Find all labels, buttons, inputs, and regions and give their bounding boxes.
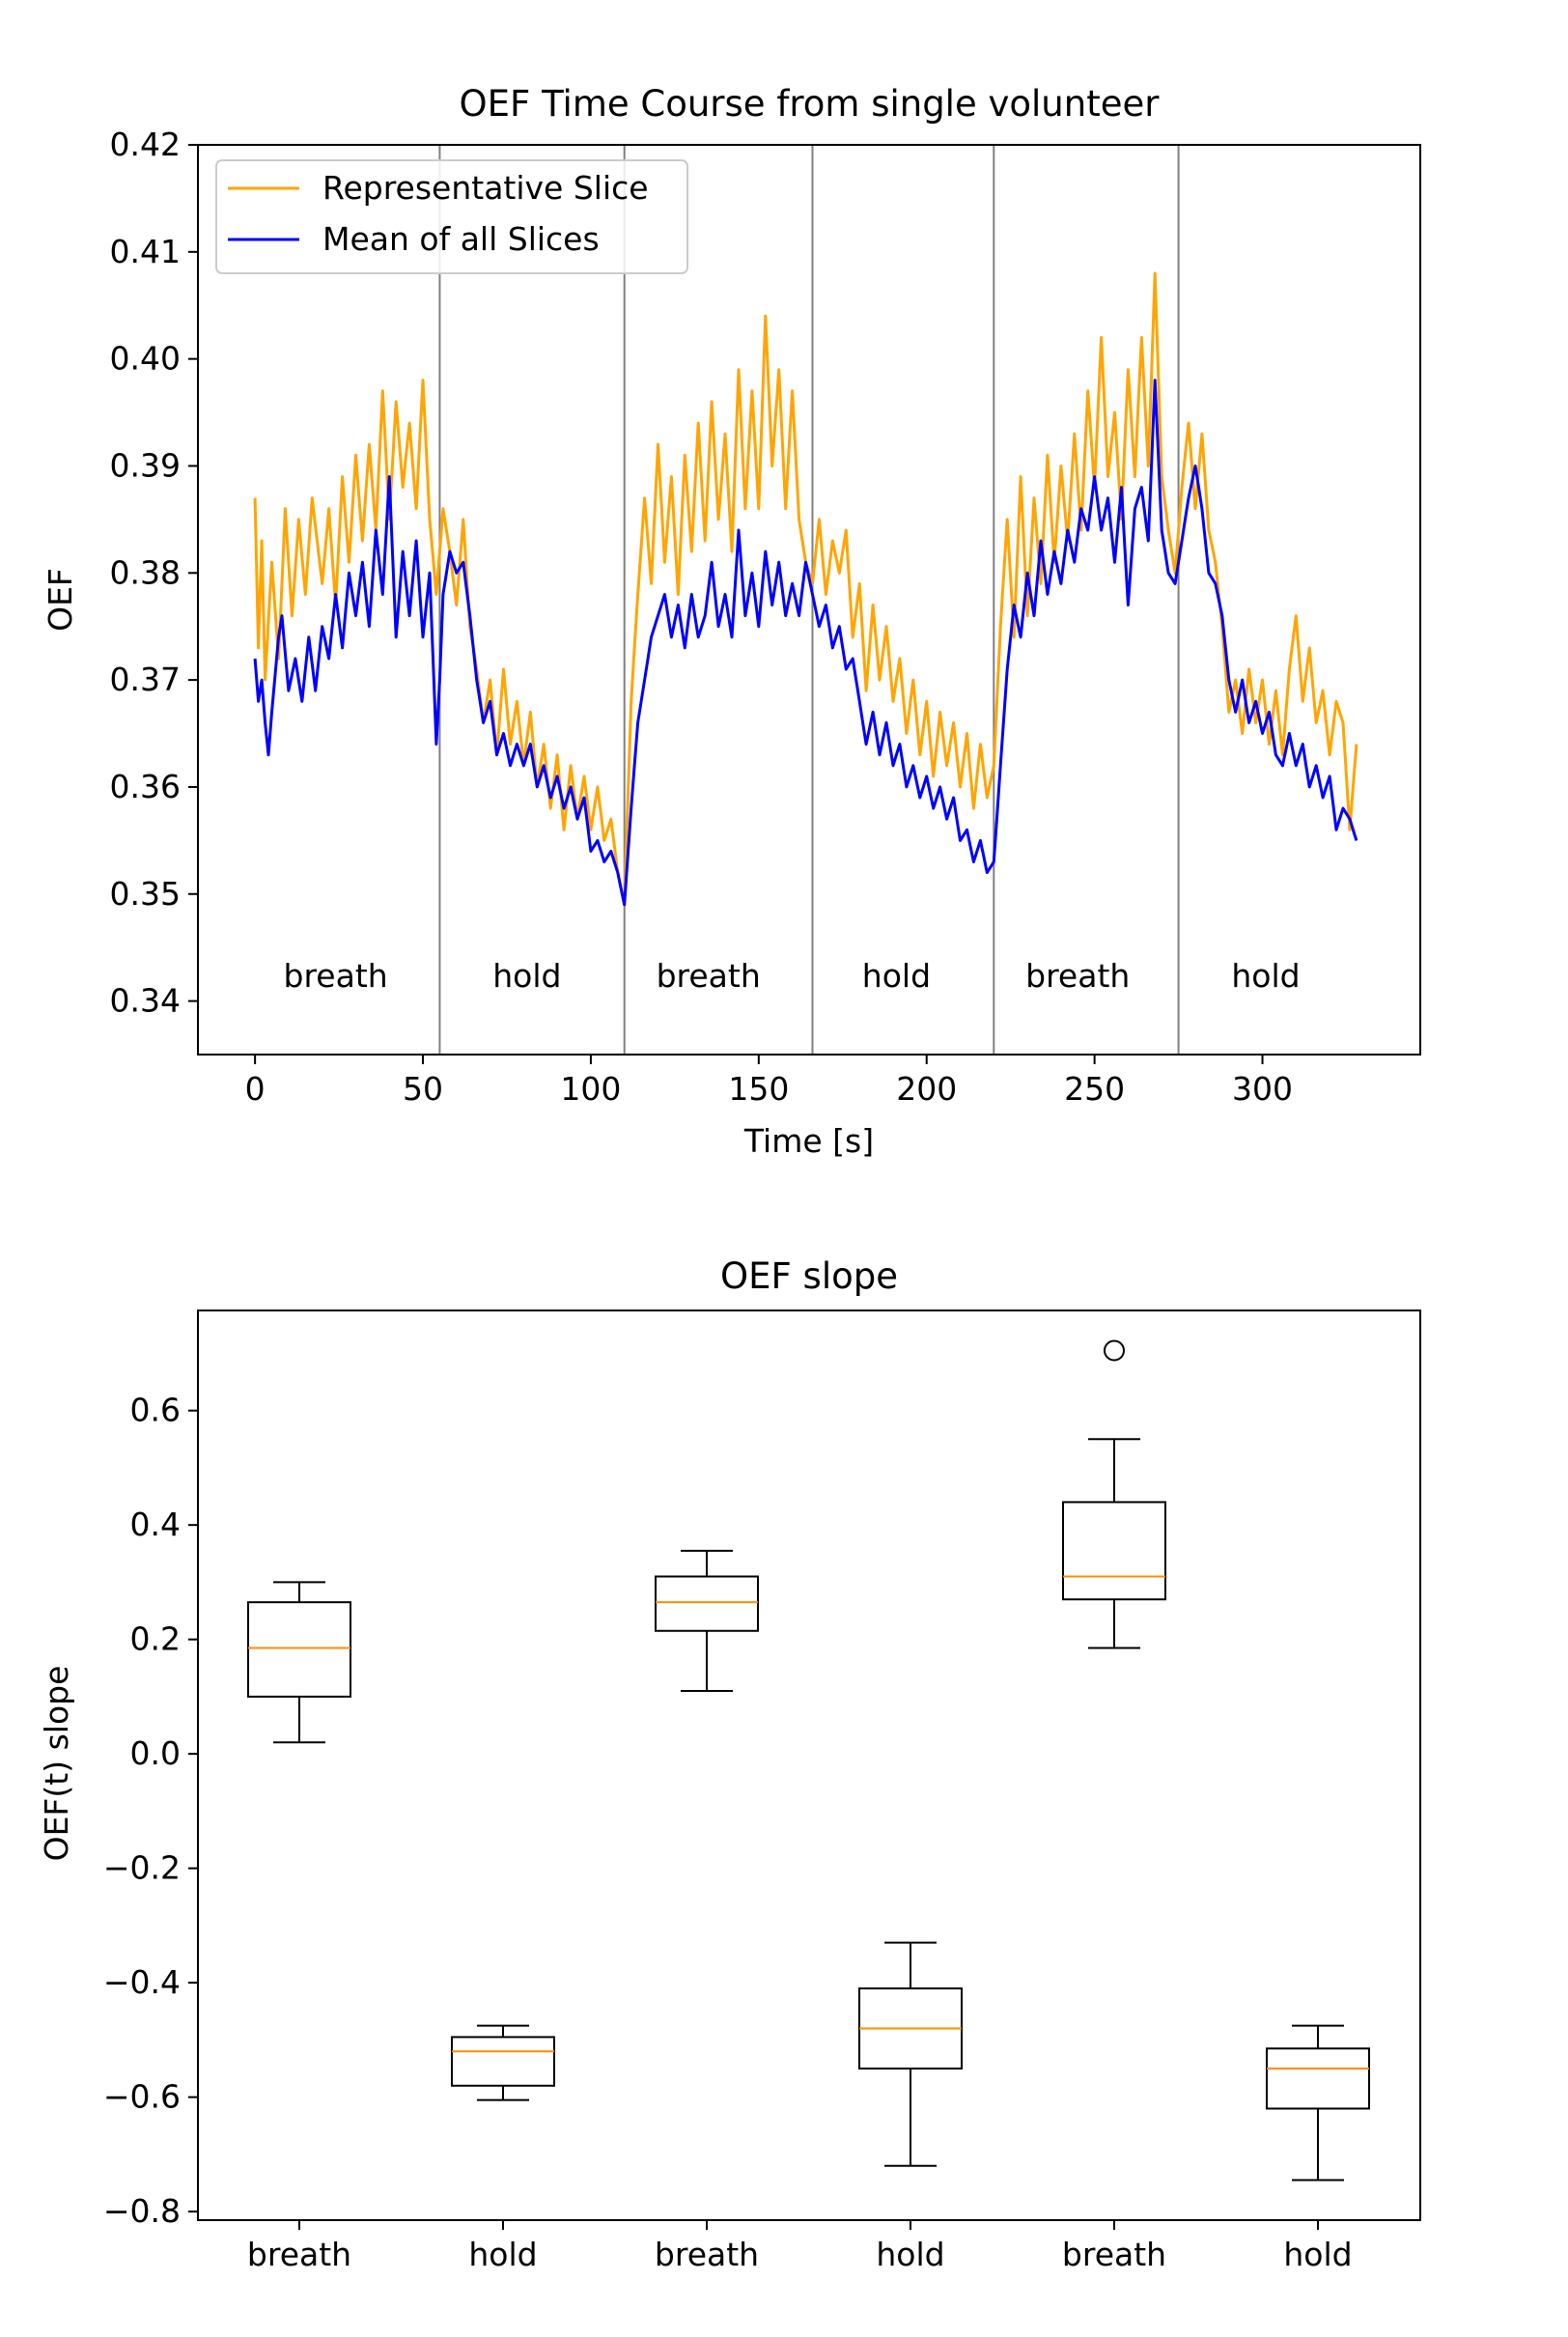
y-tick-label: 0.37 [110,661,181,698]
y-tick-label: 0.2 [130,1620,181,1658]
box-3-breath [655,1549,759,1692]
y-tick-label: 0.41 [110,233,181,270]
legend-label-representative-slice: Representative Slice [322,169,649,207]
slope-y-label: OEF(t) slope [38,1666,75,1862]
time-course-x-label: Time [s] [743,1122,874,1160]
outlier-point [1104,1339,1125,1362]
box-iqr [247,1601,351,1698]
slope-x-ticks: breath hold breath hold breath hold [247,2220,1353,2273]
box-1-breath [247,1581,351,1744]
slope-boxplot-chart: OEF slope breath hold breath hold breath hold… [38,1255,1421,2273]
category-label-hold: hold [876,2236,944,2273]
phase-label-hold: hold [1231,957,1300,995]
y-tick-label: 0.39 [110,446,181,484]
box-2-hold [451,2024,555,2101]
slope-y-ticks: −0.8 −0.6 −0.4 −0.2 0.0 0.2 0.4 0.6 [103,1392,198,2230]
phase-labels: breath hold breath hold breath hold [284,957,1301,995]
phase-boundaries [438,145,1180,1055]
category-label-hold: hold [468,2236,537,2273]
y-tick-label: 0.0 [130,1734,181,1772]
y-tick-label: 0.34 [110,982,181,1020]
x-tick-label: 50 [403,1070,443,1108]
phase-label-hold: hold [862,957,931,995]
y-tick-label: −0.2 [103,1849,181,1887]
box-4-hold [858,1941,963,2167]
category-label-hold: hold [1283,2236,1352,2273]
time-course-y-label: OEF [42,568,79,632]
y-tick-label: 0.38 [110,553,181,591]
y-tick-label: 0.4 [130,1506,181,1543]
phase-label-breath: breath [657,957,761,995]
slope-axes-frame [197,1309,1421,2221]
x-tick-label: 250 [1064,1070,1125,1108]
time-course-axes-frame [197,144,1421,1056]
box-iqr [655,1575,759,1632]
x-tick-label: 200 [896,1070,957,1108]
y-tick-label: 0.42 [110,126,181,163]
category-label-breath: breath [247,2236,351,2273]
legend-frame [215,159,688,274]
phase-label-breath: breath [1025,957,1130,995]
y-tick-label: −0.8 [103,2192,181,2230]
category-label-breath: breath [655,2236,759,2273]
x-tick-label: 150 [728,1070,789,1108]
time-course-chart: OEF Time Course from single volunteer br… [42,83,1421,1160]
x-tick-label: 300 [1232,1070,1293,1108]
box-5-breath [1062,1339,1166,1649]
y-tick-label: −0.6 [103,2078,181,2116]
y-tick-label: 0.6 [130,1392,181,1429]
time-course-series [253,271,1358,907]
time-course-x-ticks: 0 50 100 150 200 250 300 [245,1055,1293,1108]
category-label-breath: breath [1062,2236,1166,2273]
box-iqr [1266,2047,1370,2110]
y-tick-label: 0.35 [110,875,181,913]
x-tick-label: 100 [560,1070,621,1108]
slope-title: OEF slope [720,1255,898,1297]
y-tick-label: 0.40 [110,340,181,378]
phase-label-hold: hold [492,957,561,995]
time-course-title: OEF Time Course from single volunteer [460,83,1161,125]
x-tick-label: 0 [245,1070,266,1108]
boxplot-boxes [247,1339,1370,2182]
y-tick-label: 0.36 [110,768,181,805]
box-6-hold [1266,2024,1370,2182]
y-tick-label: −0.4 [103,1963,181,2001]
time-course-y-ticks: 0.34 0.35 0.36 0.37 0.38 0.39 0.40 0.41 0.42 [110,126,198,1020]
series-line-mean-of-all-slices [253,379,1358,907]
legend-label-mean-of-all-slices: Mean of all Slices [322,220,600,258]
box-iqr [451,2036,555,2087]
phase-label-breath: breath [284,957,388,995]
legend: Representative Slice Mean of all Slices [215,159,688,274]
box-iqr [1062,1501,1166,1601]
